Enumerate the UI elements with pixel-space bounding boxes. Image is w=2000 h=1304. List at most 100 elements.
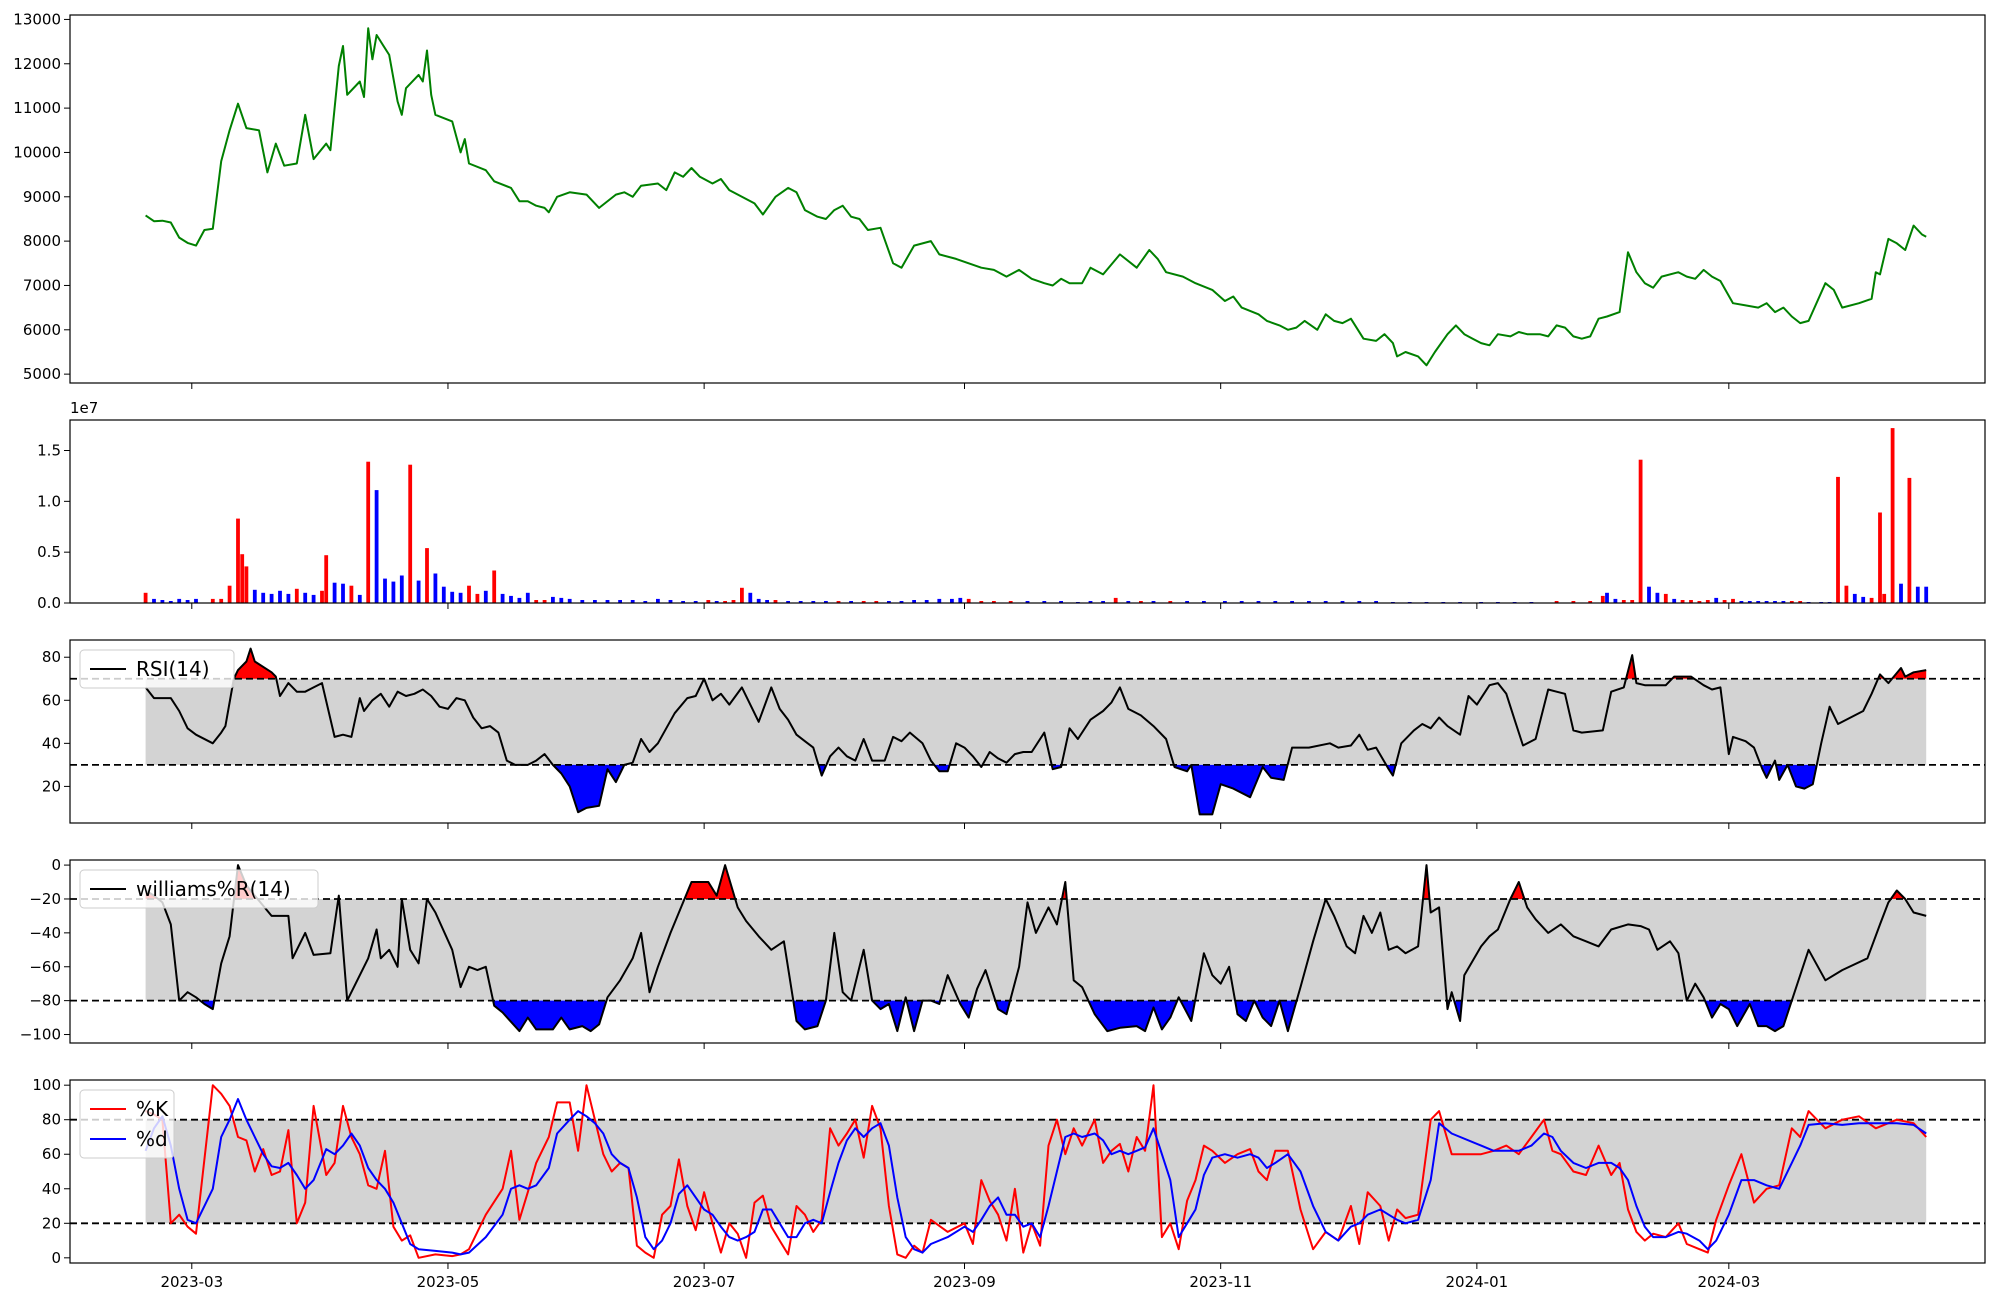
volume-bar	[1059, 601, 1063, 603]
williams-panel-ytick-label: −100	[20, 1026, 61, 1044]
williams-panel-ytick-label: 0	[51, 856, 61, 874]
williams-panel-ytick-label: −80	[29, 992, 61, 1010]
stochastic-panel-ytick-label: 80	[42, 1111, 61, 1129]
volume-bar	[593, 600, 597, 603]
volume-bar	[542, 600, 547, 603]
volume-bar	[450, 591, 455, 603]
volume-bar	[492, 570, 497, 603]
volume-bar	[887, 601, 891, 603]
stochastic-panel-ytick-label: 100	[32, 1076, 61, 1094]
volume-bar	[966, 598, 971, 603]
volume-bar	[773, 600, 778, 603]
volume-bar	[399, 575, 404, 603]
volume-bar	[383, 578, 387, 603]
volume-bar	[874, 601, 879, 603]
volume-bar	[1113, 597, 1118, 603]
volume-bar	[1655, 592, 1660, 603]
volume-bar	[992, 601, 996, 603]
volume-panel-ytick-label: 1.5	[37, 442, 61, 460]
price-panel-ytick-label: 11000	[13, 99, 61, 117]
x-tick-label: 2023-05	[417, 1273, 480, 1291]
stochastic-panel-legend-label: %K	[136, 1097, 169, 1121]
price-panel-ytick-label: 5000	[23, 365, 61, 383]
rsi-panel-oversold-fill	[1191, 764, 1288, 815]
volume-bar	[786, 601, 790, 603]
volume-bar	[748, 592, 753, 603]
volume-bar	[559, 597, 564, 603]
stochastic-panel-ytick-label: 60	[42, 1145, 61, 1163]
stochastic-panel-ytick-label: 0	[51, 1249, 61, 1267]
volume-bar	[798, 601, 803, 603]
rsi-panel-legend-label: RSI(14)	[136, 657, 210, 681]
volume-bar	[525, 592, 530, 603]
volume-bar	[824, 601, 828, 603]
volume-bar	[1042, 601, 1047, 603]
volume-bar	[1861, 596, 1866, 603]
volume-bar	[958, 597, 963, 603]
volume-bar	[236, 518, 240, 603]
volume-bar	[467, 585, 471, 603]
volume-bar	[1756, 601, 1761, 603]
volume-bar	[1882, 593, 1887, 603]
volume-bar	[681, 601, 685, 603]
price-panel-ytick-label: 9000	[23, 188, 61, 206]
volume-bar	[950, 598, 954, 603]
williams-panel-frame	[69, 859, 1986, 1044]
volume-bar	[924, 600, 929, 603]
williams-panel-oversold-fill	[1235, 1000, 1255, 1021]
volume-bar	[311, 594, 316, 603]
volume-bar	[143, 592, 148, 603]
volume-bar	[294, 588, 299, 603]
volume-bar	[1773, 601, 1777, 603]
volume-bar	[551, 596, 555, 603]
volume-bar	[152, 598, 156, 603]
volume-bar	[937, 598, 942, 603]
stochastic-panel-neutral-band	[145, 1119, 1927, 1224]
volume-bar	[1836, 476, 1840, 603]
volume-bar	[1290, 601, 1294, 603]
x-tick-label: 2024-03	[1697, 1273, 1760, 1291]
volume-bar	[1126, 601, 1131, 603]
stochastic-panel-ytick-label: 40	[42, 1180, 61, 1198]
williams-panel-ytick-label: −60	[29, 958, 61, 976]
stochastic-panel-ytick-label: 20	[42, 1214, 61, 1232]
williams-panel-oversold-fill	[493, 1000, 607, 1032]
volume-bar	[240, 554, 245, 603]
volume-bar	[1374, 601, 1378, 603]
volume-bar	[1907, 477, 1912, 603]
volume-bar	[1798, 601, 1803, 603]
volume-bar	[261, 592, 266, 603]
volume-bar	[979, 601, 984, 603]
volume-bar	[278, 590, 282, 603]
volume-bar	[1202, 601, 1206, 603]
volume-bar	[1340, 601, 1345, 603]
volume-bar	[425, 548, 429, 603]
volume-bar	[1697, 601, 1702, 603]
volume-bar	[366, 461, 371, 603]
price-panel-ytick-label: 8000	[23, 232, 61, 250]
volume-bar	[1878, 512, 1882, 603]
volume-bar	[656, 598, 660, 603]
volume-bar	[500, 593, 505, 603]
williams-panel-legend-label: williams%R(14)	[136, 877, 291, 901]
volume-bar	[723, 601, 727, 603]
volume-bar	[1869, 597, 1874, 603]
volume-panel-ytick-label: 0.0	[37, 594, 61, 612]
volume-bar	[1025, 601, 1030, 603]
volume-bar	[1357, 601, 1362, 603]
price-panel-ytick-label: 10000	[13, 143, 61, 161]
rsi-panel-oversold-fill	[552, 764, 625, 813]
volume-bar	[1739, 601, 1744, 603]
volume-bar	[286, 593, 291, 603]
volume-bar	[1852, 593, 1857, 603]
volume-bar	[357, 594, 362, 603]
volume-bar	[912, 600, 916, 603]
volume-bar	[1689, 600, 1693, 603]
volume-bar	[483, 590, 488, 603]
volume-bar	[1185, 601, 1189, 603]
x-tick-label: 2023-03	[160, 1273, 223, 1291]
volume-bar	[1899, 583, 1903, 603]
price-panel-ytick-label: 13000	[13, 10, 61, 28]
volume-bar	[534, 600, 539, 603]
